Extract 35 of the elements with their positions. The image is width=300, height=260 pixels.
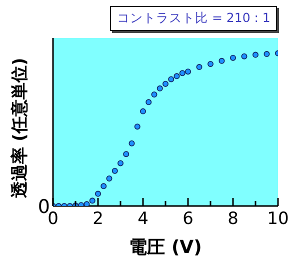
- text: コントラスト比 = 210 : 1: [110, 6, 278, 31]
- point: [146, 99, 152, 106]
- point: [162, 80, 168, 87]
- x-tick-label: 8: [228, 209, 238, 229]
- x-tick-label: 2: [92, 209, 104, 229]
- point: [106, 176, 112, 182]
- point: [84, 201, 90, 206]
- point: [264, 51, 270, 58]
- x-tick-label: 4: [138, 209, 148, 229]
- x-axis-title: 電圧 (V): [129, 237, 202, 258]
- point: [174, 73, 180, 80]
- point: [168, 76, 174, 82]
- point: [179, 70, 186, 76]
- x-tick-label: 0: [48, 209, 58, 229]
- point: [123, 151, 130, 158]
- point: [156, 85, 163, 92]
- x-tick-label: 10: [267, 209, 289, 229]
- point: [151, 92, 158, 98]
- point: [118, 160, 124, 166]
- point: [112, 168, 118, 174]
- point: [230, 54, 236, 61]
- point: [252, 52, 258, 58]
- point: [185, 68, 191, 75]
- point: [128, 140, 135, 146]
- point: [241, 53, 248, 60]
- point: [95, 190, 101, 197]
- point: [100, 183, 107, 190]
- point: [134, 124, 140, 130]
- point: [218, 58, 225, 64]
- x-tick-label: 6: [182, 209, 194, 229]
- point: [196, 64, 202, 70]
- point: [89, 198, 96, 204]
- y-axis-title: 透過率 (任意単位): [10, 58, 30, 200]
- point: [208, 60, 214, 67]
- point: [140, 108, 146, 114]
